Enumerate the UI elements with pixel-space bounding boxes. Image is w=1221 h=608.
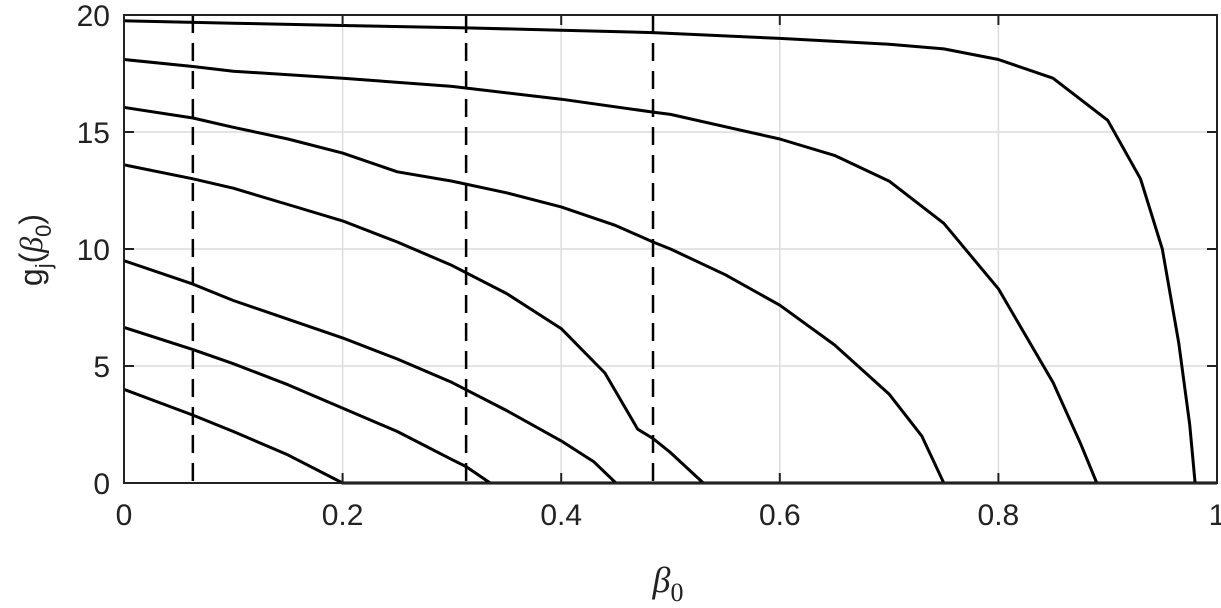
y-tick-label: 20 bbox=[77, 0, 110, 33]
series-line-2 bbox=[123, 325, 1217, 485]
y-tick-label: 15 bbox=[77, 117, 110, 150]
series-line-7 bbox=[123, 19, 1217, 485]
x-tick-label: 0.8 bbox=[978, 499, 1020, 532]
series-line-1 bbox=[123, 387, 1217, 485]
x-tick-label: 0.6 bbox=[759, 499, 801, 532]
x-tick-label: 0 bbox=[116, 499, 133, 532]
y-tick-label: 5 bbox=[93, 351, 110, 384]
x-tick-label: 0.4 bbox=[540, 499, 582, 532]
y-axis-close-paren: ) bbox=[13, 214, 49, 225]
y-axis-function: g bbox=[13, 268, 49, 286]
series-line-5 bbox=[123, 105, 1217, 485]
series-lines bbox=[123, 19, 1217, 485]
x-tick-label: 1 bbox=[1209, 499, 1221, 532]
x-axis-symbol: β bbox=[652, 560, 671, 600]
y-tick-label: 10 bbox=[77, 234, 110, 267]
x-tick-label: 0.2 bbox=[322, 499, 364, 532]
x-axis-label: β0 bbox=[652, 560, 684, 607]
y-tick-label: 0 bbox=[93, 468, 110, 501]
series-line-4 bbox=[123, 163, 1217, 485]
series-line-3 bbox=[123, 259, 1217, 485]
y-axis-function-subscript: j bbox=[31, 263, 56, 269]
y-axis-open-paren: ( bbox=[13, 252, 49, 263]
series-line-6 bbox=[123, 58, 1217, 485]
vertical-dashed-lines bbox=[191, 15, 655, 483]
y-axis-label: gj(β0) bbox=[13, 214, 56, 286]
y-axis-symbol: β bbox=[13, 237, 49, 254]
x-axis-subscript: 0 bbox=[670, 578, 683, 607]
y-axis-subscript: 0 bbox=[31, 225, 56, 237]
